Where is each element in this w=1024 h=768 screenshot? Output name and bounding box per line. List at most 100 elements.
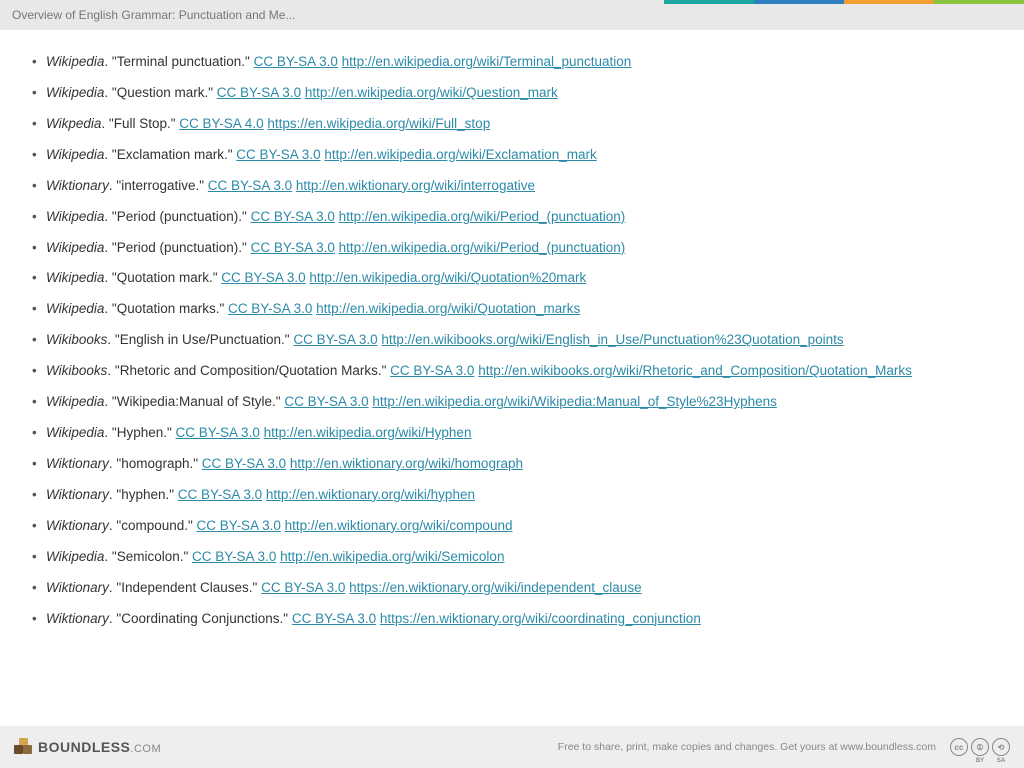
reference-url-link[interactable]: http://en.wiktionary.org/wiki/homograph <box>290 456 523 471</box>
reference-url-link[interactable]: https://en.wikipedia.org/wiki/Full_stop <box>267 116 490 131</box>
reference-item: Wiktionary. "Coordinating Conjunctions."… <box>32 609 992 630</box>
reference-url-link[interactable]: http://en.wikipedia.org/wiki/Period_(pun… <box>339 240 626 255</box>
reference-url-link[interactable]: https://en.wiktionary.org/wiki/independe… <box>349 580 641 595</box>
reference-url-link[interactable]: http://en.wiktionary.org/wiki/hyphen <box>266 487 475 502</box>
reference-url-link[interactable]: http://en.wikipedia.org/wiki/Terminal_pu… <box>342 54 632 69</box>
strip-teal <box>664 0 754 4</box>
brand[interactable]: BOUNDLESS.COM <box>14 738 161 756</box>
reference-source: Wiktionary <box>46 580 109 595</box>
reference-url-link[interactable]: http://en.wikipedia.org/wiki/Semicolon <box>280 549 504 564</box>
reference-url-link[interactable]: http://en.wikipedia.org/wiki/Wikipedia:M… <box>372 394 776 409</box>
license-link[interactable]: CC BY-SA 3.0 <box>178 487 262 502</box>
license-link[interactable]: CC BY-SA 4.0 <box>179 116 263 131</box>
reference-source: Wiktionary <box>46 178 109 193</box>
cc-icon: cc <box>950 738 968 756</box>
reference-source: Wikpedia <box>46 116 101 131</box>
license-link[interactable]: CC BY-SA 3.0 <box>390 363 474 378</box>
reference-item: Wikipedia. "Question mark." CC BY-SA 3.0… <box>32 83 992 104</box>
reference-item: Wikipedia. "Exclamation mark." CC BY-SA … <box>32 145 992 166</box>
reference-title: . "Semicolon." <box>104 549 192 564</box>
reference-title: . "Terminal punctuation." <box>104 54 253 69</box>
reference-title: . "Exclamation mark." <box>104 147 236 162</box>
cc-sa-icon: ⟲ <box>992 738 1010 756</box>
license-link[interactable]: CC BY-SA 3.0 <box>221 270 305 285</box>
content-area: Wikipedia. "Terminal punctuation." CC BY… <box>0 30 1024 650</box>
reference-url-link[interactable]: http://en.wikipedia.org/wiki/Quotation%2… <box>309 270 586 285</box>
license-link[interactable]: CC BY-SA 3.0 <box>261 580 345 595</box>
reference-source: Wiktionary <box>46 487 109 502</box>
reference-url-link[interactable]: http://en.wikibooks.org/wiki/English_in_… <box>381 332 843 347</box>
license-link[interactable]: CC BY-SA 3.0 <box>192 549 276 564</box>
license-link[interactable]: CC BY-SA 3.0 <box>236 147 320 162</box>
reference-source: Wiktionary <box>46 456 109 471</box>
reference-url-link[interactable]: https://en.wiktionary.org/wiki/coordinat… <box>380 611 701 626</box>
footer-right: Free to share, print, make copies and ch… <box>558 738 1010 756</box>
reference-title: . "Rhetoric and Composition/Quotation Ma… <box>107 363 390 378</box>
reference-item: Wiktionary. "homograph." CC BY-SA 3.0 ht… <box>32 454 992 475</box>
license-link[interactable]: CC BY-SA 3.0 <box>202 456 286 471</box>
reference-item: Wikipedia. "Terminal punctuation." CC BY… <box>32 52 992 73</box>
reference-title: . "Independent Clauses." <box>109 580 261 595</box>
license-link[interactable]: CC BY-SA 3.0 <box>208 178 292 193</box>
reference-title: . "Period (punctuation)." <box>104 240 250 255</box>
reference-title: . "Full Stop." <box>101 116 179 131</box>
brand-text: BOUNDLESS.COM <box>38 739 161 755</box>
reference-url-link[interactable]: http://en.wikibooks.org/wiki/Rhetoric_an… <box>478 363 912 378</box>
reference-list: Wikipedia. "Terminal punctuation." CC BY… <box>32 52 992 630</box>
reference-url-link[interactable]: http://en.wiktionary.org/wiki/compound <box>285 518 513 533</box>
reference-item: Wikibooks. "Rhetoric and Composition/Quo… <box>32 361 992 382</box>
reference-title: . "English in Use/Punctuation." <box>107 332 293 347</box>
reference-item: Wiktionary. "hyphen." CC BY-SA 3.0 http:… <box>32 485 992 506</box>
license-link[interactable]: CC BY-SA 3.0 <box>197 518 281 533</box>
reference-source: Wikipedia <box>46 240 104 255</box>
reference-source: Wikipedia <box>46 301 104 316</box>
reference-source: Wiktionary <box>46 611 109 626</box>
reference-item: Wiktionary. "Independent Clauses." CC BY… <box>32 578 992 599</box>
license-link[interactable]: CC BY-SA 3.0 <box>254 54 338 69</box>
reference-url-link[interactable]: http://en.wikipedia.org/wiki/Period_(pun… <box>339 209 626 224</box>
reference-url-link[interactable]: http://en.wikipedia.org/wiki/Quotation_m… <box>316 301 580 316</box>
license-link[interactable]: CC BY-SA 3.0 <box>293 332 377 347</box>
reference-item: Wiktionary. "interrogative." CC BY-SA 3.… <box>32 176 992 197</box>
reference-url-link[interactable]: http://en.wikipedia.org/wiki/Question_ma… <box>305 85 558 100</box>
header-bar: Overview of English Grammar: Punctuation… <box>0 0 1024 30</box>
license-link[interactable]: CC BY-SA 3.0 <box>251 240 335 255</box>
license-link[interactable]: CC BY-SA 3.0 <box>292 611 376 626</box>
reference-source: Wikibooks <box>46 363 107 378</box>
reference-item: Wikipedia. "Wikipedia:Manual of Style." … <box>32 392 992 413</box>
reference-source: Wikibooks <box>46 332 107 347</box>
cc-badges: cc ① ⟲ <box>950 738 1010 756</box>
reference-item: Wikipedia. "Hyphen." CC BY-SA 3.0 http:/… <box>32 423 992 444</box>
footer-message: Free to share, print, make copies and ch… <box>558 741 936 753</box>
reference-url-link[interactable]: http://en.wikipedia.org/wiki/Hyphen <box>264 425 472 440</box>
reference-url-link[interactable]: http://en.wiktionary.org/wiki/interrogat… <box>296 178 535 193</box>
reference-title: . "Quotation marks." <box>104 301 228 316</box>
reference-url-link[interactable]: http://en.wikipedia.org/wiki/Exclamation… <box>324 147 596 162</box>
brand-cube-icon <box>14 738 32 756</box>
reference-source: Wikipedia <box>46 394 104 409</box>
license-link[interactable]: CC BY-SA 3.0 <box>284 394 368 409</box>
reference-item: Wikipedia. "Quotation mark." CC BY-SA 3.… <box>32 268 992 289</box>
reference-item: Wikibooks. "English in Use/Punctuation."… <box>32 330 992 351</box>
reference-source: Wikipedia <box>46 549 104 564</box>
reference-source: Wikipedia <box>46 54 104 69</box>
license-link[interactable]: CC BY-SA 3.0 <box>217 85 301 100</box>
reference-source: Wikipedia <box>46 147 104 162</box>
reference-item: Wikipedia. "Period (punctuation)." CC BY… <box>32 207 992 228</box>
reference-title: . "interrogative." <box>109 178 208 193</box>
strip-orange <box>844 0 934 4</box>
reference-title: . "Quotation mark." <box>104 270 221 285</box>
reference-item: Wikipedia. "Quotation marks." CC BY-SA 3… <box>32 299 992 320</box>
license-link[interactable]: CC BY-SA 3.0 <box>228 301 312 316</box>
reference-item: Wikpedia. "Full Stop." CC BY-SA 4.0 http… <box>32 114 992 135</box>
license-link[interactable]: CC BY-SA 3.0 <box>251 209 335 224</box>
reference-title: . "Question mark." <box>104 85 216 100</box>
strip-blue <box>754 0 844 4</box>
reference-title: . "Coordinating Conjunctions." <box>109 611 292 626</box>
reference-title: . "compound." <box>109 518 197 533</box>
license-link[interactable]: CC BY-SA 3.0 <box>176 425 260 440</box>
reference-source: Wikipedia <box>46 425 104 440</box>
reference-source: Wiktionary <box>46 518 109 533</box>
reference-source: Wikipedia <box>46 85 104 100</box>
reference-title: . "Wikipedia:Manual of Style." <box>104 394 284 409</box>
